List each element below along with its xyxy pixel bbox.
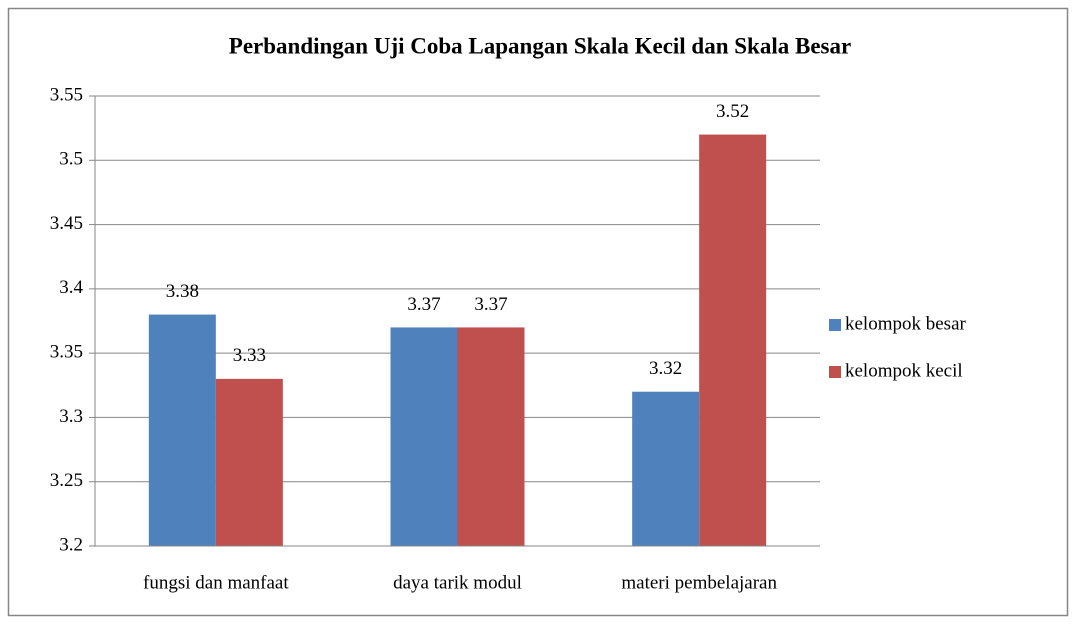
x-tick-label: materi pembelajaran [621,572,777,593]
legend-swatch [829,366,841,378]
legend-label: kelompok kecil [845,360,963,381]
x-tick-label: daya tarik modul [393,572,522,593]
y-tick-label: 3.35 [50,342,83,363]
y-tick-label: 3.5 [59,149,83,170]
y-tick-label: 3.3 [59,406,83,427]
y-tick-label: 3.4 [59,277,83,298]
data-label: 3.32 [649,358,682,379]
x-tick-label: fungsi dan manfaat [143,572,289,593]
bar [457,327,525,546]
data-label: 3.38 [166,281,199,302]
data-label: 3.37 [407,294,440,315]
data-label: 3.37 [474,294,507,315]
y-tick-label: 3.45 [50,213,83,234]
y-tick-label: 3.55 [50,84,83,105]
data-label: 3.52 [716,101,749,122]
legend-label: kelompok besar [845,313,967,334]
bar [632,391,700,546]
bar [699,134,767,547]
data-label: 3.33 [233,345,266,366]
y-tick-label: 3.2 [59,534,83,555]
chart-title: Perbandingan Uji Coba Lapangan Skala Kec… [229,33,851,58]
legend-swatch [829,319,841,331]
bar [215,378,283,546]
y-tick-label: 3.25 [50,470,83,491]
bar [148,314,216,546]
bar [390,327,458,546]
